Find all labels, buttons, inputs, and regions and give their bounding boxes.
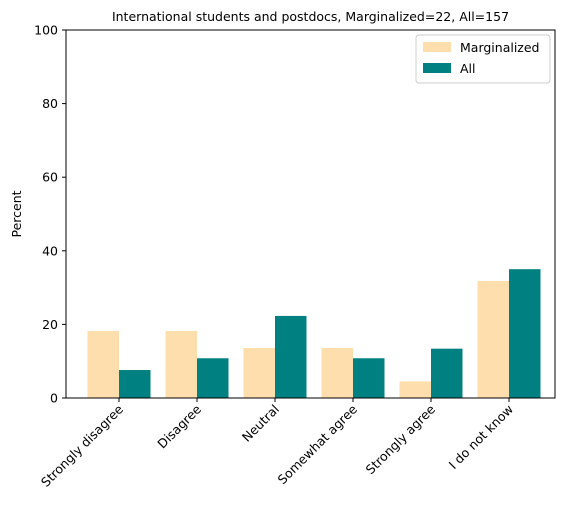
legend-label-all: All [460,61,476,76]
bar-marginalized-2 [165,331,197,398]
y-tick-label: 100 [34,23,58,38]
y-axis: 0 20 40 60 80 100 [34,23,66,406]
plot-frame [65,29,556,399]
x-tick-label: Neutral [239,402,282,445]
y-tick-label: 60 [42,170,58,185]
x-tick-label: Strongly disagree [38,401,126,489]
legend-label-marginalized: Marginalized [460,40,540,55]
bar-marginalized-5 [399,381,431,398]
bar-all-3 [275,315,307,398]
x-tick-label: Strongly agree [363,401,439,477]
bar-all-5 [431,348,463,398]
x-tick-label: Somewhat agree [275,401,361,487]
x-tick-label: Disagree [154,401,204,451]
bar-marginalized-1 [87,331,119,398]
bar-all-6 [509,269,541,398]
bar-all-1 [119,370,151,398]
x-axis: Strongly disagree Disagree NeutralSomewhat… [38,398,516,490]
legend: Marginalized All [415,34,551,84]
legend-swatch-all [423,63,451,73]
bar-marginalized-4 [321,347,353,398]
y-axis-label: Percent [9,190,24,237]
bar-all-4 [353,358,385,398]
chart-title: International students and postdocs, Mar… [112,9,509,24]
y-tick-label: 0 [50,391,58,406]
y-tick-label: 80 [42,96,58,111]
bars-group [87,269,541,398]
bar-all-2 [197,358,229,398]
y-tick-label: 40 [42,243,58,258]
bar-marginalized-6 [477,280,509,398]
legend-swatch-marginalized [423,42,451,52]
bar-marginalized-3 [243,347,275,398]
y-tick-label: 20 [42,317,58,332]
x-tick-label: I do not know [446,402,517,473]
